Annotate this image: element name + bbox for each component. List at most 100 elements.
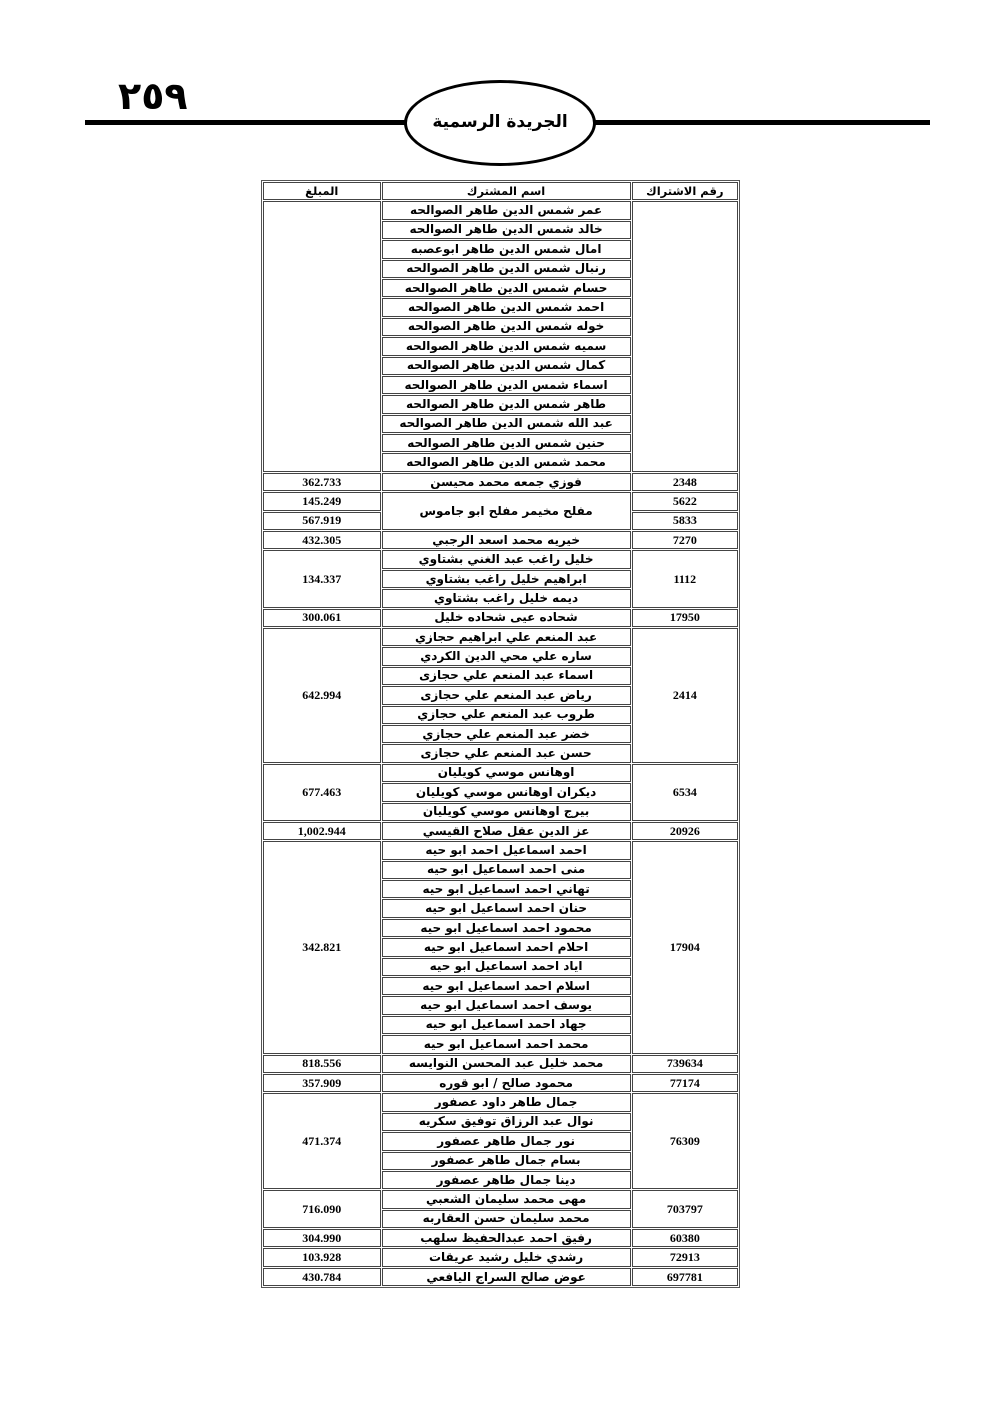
column-header-amount: المبلغ: [263, 182, 381, 201]
table-row: 7270 خيريه محمد اسعد الرجبي 432.305: [263, 531, 738, 550]
table-row: حنين شمس الدين طاهر الصوالحه: [263, 434, 738, 453]
table-row: ديمه خليل راغب بشتاوي: [263, 589, 738, 608]
amount: 134.337: [263, 550, 381, 608]
subscriber-name: رفيق احمد عبدالحفيظ سلهب: [381, 1229, 631, 1248]
subscriber-name: عبد الله شمس الدين طاهر الصوالحه: [381, 414, 631, 434]
subscription-number: 6534: [631, 763, 738, 821]
subscriber-name: اسلام احمد اسماعيل ابو حيه: [381, 977, 631, 996]
subscriber-name: عمر شمس الدين طاهر الصوالحه: [381, 201, 631, 220]
subscription-number: 7270: [631, 531, 738, 550]
subscription-number: 20926: [631, 821, 738, 841]
subscriber-name: عز الدين عقل صلاح القيسي: [381, 821, 631, 841]
subscriber-name: اياد احمد اسماعيل ابو حيه: [381, 957, 631, 977]
subscriber-name: عبد المنعم علي ابراهيم حجازي: [381, 627, 631, 647]
subscription-number: 60380: [631, 1229, 738, 1248]
subscriber-name: شحاده عيى شحاده خليل: [381, 608, 631, 627]
subscription-number: 2414: [631, 627, 738, 763]
subscription-number: 5622: [631, 492, 738, 511]
subscriber-name: مفلح مخيمر مفلح ابو جاموس: [381, 492, 631, 531]
subscriber-name: اسماء شمس الدين طاهر الصوالحه: [381, 375, 631, 395]
table-row: 703797 مهى محمد سليمان الشعبي 716.090: [263, 1190, 738, 1229]
subscriber-name: عوض صالح السراج اليافعي: [381, 1267, 631, 1287]
amount: 677.463: [263, 763, 381, 821]
table-row: محمد احمد اسماعيل ابو حيه: [263, 1035, 738, 1054]
table-row: 60380 رفيق احمد عبدالحفيظ سلهب 304.990: [263, 1229, 738, 1248]
amount: 471.374: [263, 1093, 381, 1190]
table-row: محمد شمس الدين طاهر الصوالحه: [263, 453, 738, 472]
amount: 145.249: [263, 492, 381, 511]
subscriber-name: يوسف احمد اسماعيل ابو حيه: [381, 996, 631, 1015]
subscriber-name: محمد خليل عبد المحسن النوايسه: [381, 1054, 631, 1073]
subscriber-name: ديكران اوهانس موسي كويليان: [381, 783, 631, 802]
table-row: 2348 فوزي جمعه محمد محيسن 362.733: [263, 472, 738, 492]
subscriber-name: محمود احمد اسماعيل ابو حيه: [381, 918, 631, 938]
table-row: رياض عبد المنعم علي حجازى: [263, 686, 738, 705]
subscription-number: 17950: [631, 608, 738, 627]
subscriber-name: محمد شمس الدين طاهر الصوالحه: [381, 453, 631, 472]
subscription-number: 697781: [631, 1267, 738, 1287]
subscriber-name: تهاني احمد اسماعيل ابو حيه: [381, 880, 631, 899]
subscriber-name: امال شمس الدين طاهر ابوعصبه: [381, 240, 631, 259]
subscriber-name: جمال طاهر داود عصفور: [381, 1093, 631, 1112]
table-row: 739634 محمد خليل عبد المحسن النوايسه 818.5…: [263, 1054, 738, 1073]
gazette-title: الجريدة الرسمية: [432, 112, 568, 132]
table-row: اسماء عبد المنعم علي حجازى: [263, 666, 738, 686]
subscriber-name: منى احمد اسماعيل ابو حيه: [381, 860, 631, 880]
subscription-number: 703797: [631, 1190, 738, 1229]
table-row: حسام شمس الدين طاهر الصوالحه: [263, 278, 738, 298]
subscriber-name: احمد شمس الدين طاهر الصوالحه: [381, 298, 631, 317]
table-row: نور جمال طاهر عصفور: [263, 1132, 738, 1151]
table-row: سميه شمس الدين طاهر الصوالحه: [263, 337, 738, 356]
table-row: منى احمد اسماعيل ابو حيه: [263, 860, 738, 880]
subscriber-name: حنان احمد اسماعيل ابو حيه: [381, 899, 631, 918]
subscriber-name: محمد احمد اسماعيل ابو حيه: [381, 1035, 631, 1054]
subscriber-name: اوهانس موسي كويليان: [381, 763, 631, 783]
table-row: بيرج اوهانس موسي كويليان: [263, 802, 738, 821]
table-header-row: رقم الاشتراك اسم المشترك المبلغ: [263, 182, 738, 201]
subscription-number: 76309: [631, 1093, 738, 1190]
table-row: 6534 اوهانس موسي كويليان 677.463: [263, 763, 738, 821]
table-row: طروب عبد المنعم علي حجازي: [263, 705, 738, 724]
subscriber-name: جهاد احمد اسماعيل ابو حيه: [381, 1015, 631, 1035]
column-header-subscriber-name: اسم المشترك: [381, 182, 631, 201]
table-row: 20926 عز الدين عقل صلاح القيسي 1,002.944: [263, 821, 738, 841]
table-row: حنان احمد اسماعيل ابو حيه: [263, 899, 738, 918]
subscription-number: 72913: [631, 1248, 738, 1267]
subscriber-name: حسام شمس الدين طاهر الصوالحه: [381, 278, 631, 298]
subscriber-name: محمود صالح / ابو قوره: [381, 1073, 631, 1093]
subscription-number: 2348: [631, 472, 738, 492]
subscription-number: [631, 201, 738, 472]
table-row: نوال عبد الرزاق توفيق سكريه: [263, 1112, 738, 1132]
table-row: حسن عبد المنعم علي حجازى: [263, 744, 738, 763]
amount: 432.305: [263, 531, 381, 550]
table-row: 2414 عبد المنعم علي ابراهيم حجازي 642.994: [263, 627, 738, 763]
subscription-number: 1112: [631, 550, 738, 608]
subscriber-name: طروب عبد المنعم علي حجازي: [381, 705, 631, 724]
subscription-number: 739634: [631, 1054, 738, 1073]
subscriber-name: بيرج اوهانس موسي كويليان: [381, 802, 631, 821]
subscriber-name: نوال عبد الرزاق توفيق سكريه: [381, 1112, 631, 1132]
table-row: اسلام احمد اسماعيل ابو حيه: [263, 977, 738, 996]
subscriber-name: نور جمال طاهر عصفور: [381, 1132, 631, 1151]
amount: 304.990: [263, 1229, 381, 1248]
table-row: رنبال شمس الدين طاهر الصوالحه: [263, 259, 738, 278]
table-row: 77174 محمود صالح / ابو قوره 357.909: [263, 1073, 738, 1093]
subscriber-name: ابراهيم خليل راغب بشتاوي: [381, 569, 631, 589]
subscription-number: 77174: [631, 1073, 738, 1093]
subscriber-name: خليل راغب عبد الغني بشتاوي: [381, 550, 631, 569]
table-row: يوسف احمد اسماعيل ابو حيه: [263, 996, 738, 1015]
table-row: 5833 567.919: [263, 511, 738, 531]
table-row: كمال شمس الدين طاهر الصوالحه: [263, 356, 738, 375]
table-row: اسماء شمس الدين طاهر الصوالحه: [263, 375, 738, 395]
table-row: 72913 رشدي خليل رشيد عريقات 103.928: [263, 1248, 738, 1267]
subscribers-table: رقم الاشتراك اسم المشترك المبلغ عمر شمس …: [261, 180, 740, 1289]
amount: 300.061: [263, 608, 381, 627]
table-row: تهاني احمد اسماعيل ابو حيه: [263, 880, 738, 899]
table-row: اياد احمد اسماعيل ابو حيه: [263, 957, 738, 977]
amount: 357.909: [263, 1073, 381, 1093]
subscriber-name: كمال شمس الدين طاهر الصوالحه: [381, 356, 631, 375]
table-row: خوله شمس الدين طاهر الصوالحه: [263, 317, 738, 337]
amount: 362.733: [263, 472, 381, 492]
table-row: 5622 مفلح مخيمر مفلح ابو جاموس 145.249: [263, 492, 738, 531]
subscriber-name: سميه شمس الدين طاهر الصوالحه: [381, 337, 631, 356]
